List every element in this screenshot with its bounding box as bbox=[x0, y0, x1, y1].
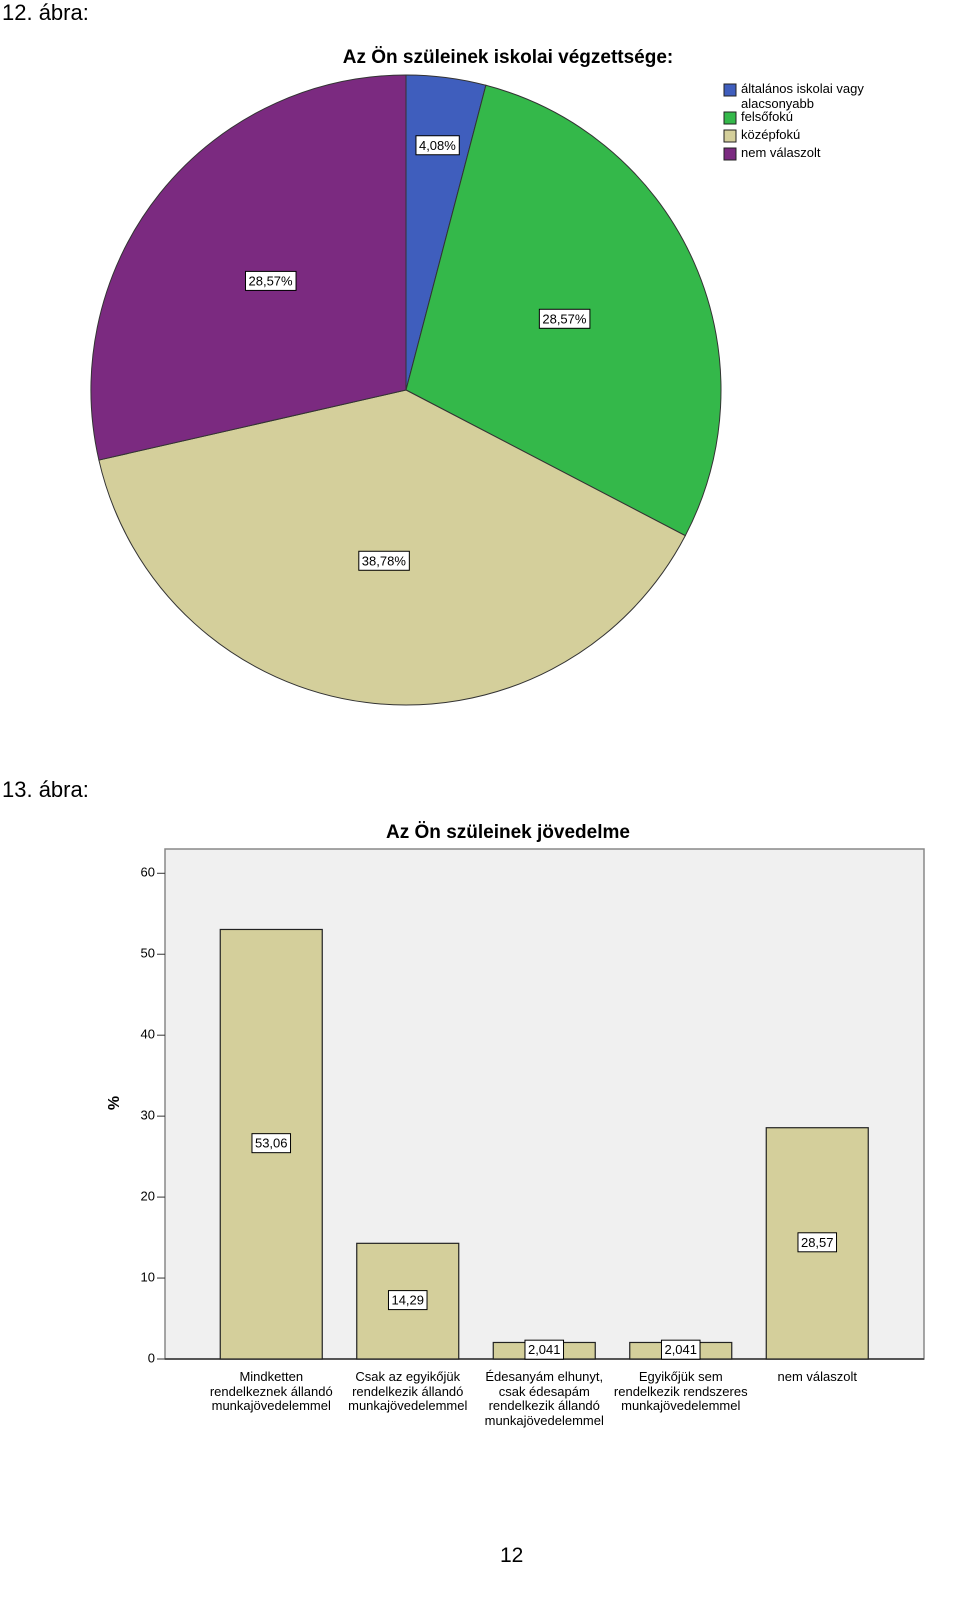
y-tick-label: 10 bbox=[141, 1269, 155, 1284]
value-label: 2,041 bbox=[664, 1342, 697, 1357]
y-tick-label: 40 bbox=[141, 1027, 155, 1042]
y-axis-label: % bbox=[106, 1096, 123, 1110]
chart-title: Az Ön szüleinek iskolai végzettsége: bbox=[343, 47, 674, 68]
x-tick-label: Édesanyám elhunyt, csak édesapám rendelk… bbox=[484, 1369, 604, 1428]
legend-swatch bbox=[723, 129, 737, 143]
figure-caption: 13. ábra: bbox=[2, 777, 89, 802]
value-label: 38,78% bbox=[362, 553, 407, 568]
y-tick-label: 60 bbox=[141, 865, 155, 880]
legend-label: felsőfokú bbox=[741, 109, 794, 124]
pie-slice bbox=[98, 389, 686, 706]
x-tick-label: Mindketten rendelkeznek állandó munkajöv… bbox=[209, 1369, 333, 1413]
legend-swatch bbox=[723, 83, 737, 97]
value-label-box bbox=[387, 1290, 428, 1311]
x-tick-label: nem válaszolt bbox=[777, 1369, 857, 1384]
legend-swatch bbox=[723, 147, 737, 161]
value-label-box bbox=[797, 1232, 838, 1253]
value-label-box bbox=[524, 1339, 565, 1360]
value-label-box bbox=[358, 550, 410, 571]
value-label: 4,08% bbox=[419, 138, 456, 153]
legend-swatch bbox=[723, 111, 737, 125]
value-label-box bbox=[415, 135, 460, 156]
page-number: 12 bbox=[500, 1544, 524, 1567]
value-label: 14,29 bbox=[391, 1293, 424, 1308]
y-tick-label: 0 bbox=[148, 1350, 155, 1365]
legend-label: nem válaszolt bbox=[741, 145, 821, 160]
value-label-box bbox=[538, 308, 591, 329]
y-tick-label: 50 bbox=[141, 946, 155, 961]
value-label-box bbox=[245, 270, 297, 291]
y-tick-label: 30 bbox=[141, 1108, 155, 1123]
x-tick-label: Csak az egyikőjük rendelkezik állandó mu… bbox=[348, 1369, 468, 1413]
y-tick-label: 20 bbox=[141, 1189, 155, 1204]
legend-label: középfokú bbox=[741, 127, 801, 142]
figure-caption: 12. ábra: bbox=[2, 0, 89, 25]
value-label: 2,041 bbox=[528, 1342, 561, 1357]
x-tick-label: Egyikőjük sem rendelkezik rendszeres mun… bbox=[613, 1369, 748, 1413]
value-label: 28,57 bbox=[801, 1235, 834, 1250]
legend-label: általános iskolai vagy alacsonyabb bbox=[741, 81, 864, 111]
value-label: 28,57% bbox=[249, 273, 294, 288]
pie-slice bbox=[90, 74, 407, 461]
chart-title: Az Ön szüleinek jövedelme bbox=[386, 822, 630, 843]
value-label-box bbox=[660, 1339, 701, 1360]
value-label-box bbox=[251, 1133, 292, 1154]
value-label: 53,06 bbox=[255, 1136, 288, 1151]
value-label: 28,57% bbox=[542, 311, 587, 326]
